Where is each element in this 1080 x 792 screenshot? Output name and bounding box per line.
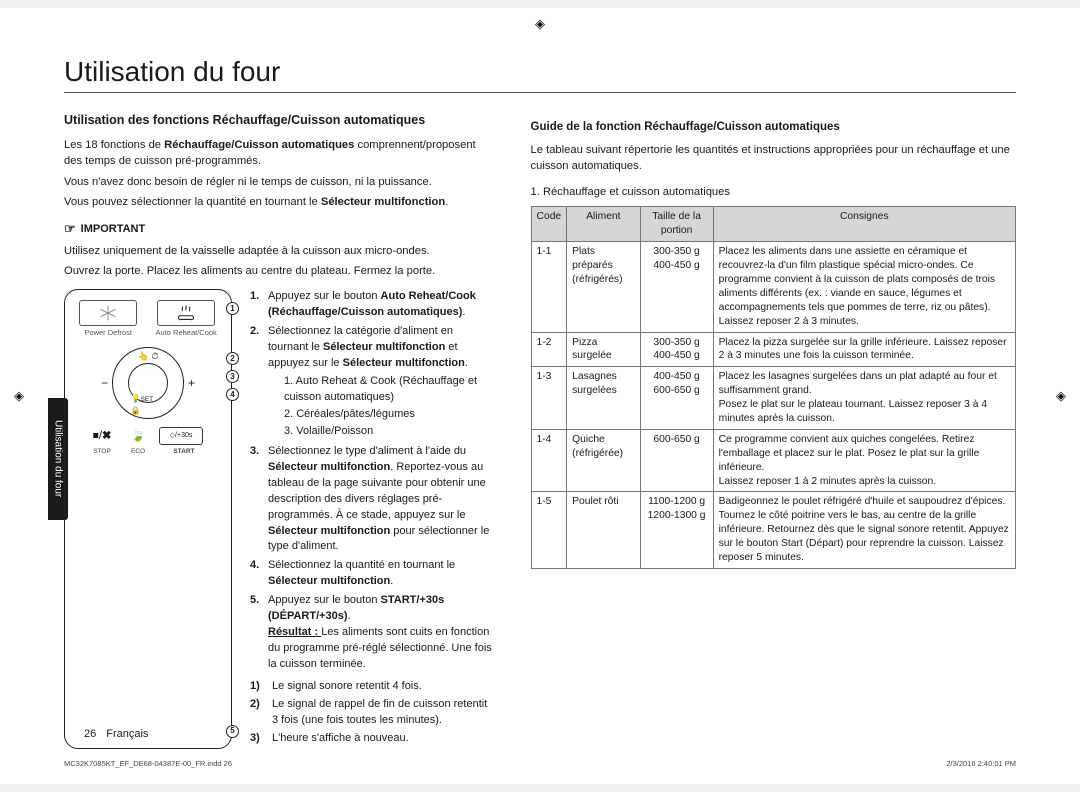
step-1: 1. Appuyez sur le bouton Auto Reheat/Coo… bbox=[250, 289, 495, 321]
snowflake-icon bbox=[97, 304, 119, 322]
intro-p1: Les 18 fonctions de Réchauffage/Cuisson … bbox=[64, 137, 495, 169]
important-heading: ☞ IMPORTANT bbox=[64, 220, 495, 239]
crop-mark-top: ◈ bbox=[535, 16, 545, 32]
result-list: 1)Le signal sonore retentit 4 fois. 2)Le… bbox=[250, 679, 495, 747]
table-row: 1-5Poulet rôti1100-1200 g1200-1300 gBadi… bbox=[531, 492, 1015, 568]
step-3: 3. Sélectionnez le type d'aliment à l'ai… bbox=[250, 444, 495, 556]
hand-icon: ☞ bbox=[64, 220, 76, 239]
left-heading: Utilisation des fonctions Réchauffage/Cu… bbox=[64, 111, 495, 129]
multifunction-dial: − 👆 ⏱ 💡SET 🔒 + bbox=[73, 347, 223, 419]
stop-icon: ⏹/✖ bbox=[87, 427, 117, 444]
right-heading: Guide de la fonction Réchauffage/Cuisson… bbox=[531, 119, 1016, 136]
callout-2: 2 bbox=[226, 352, 239, 365]
important-p1: Utilisez uniquement de la vaisselle adap… bbox=[64, 243, 495, 259]
minus-icon: − bbox=[101, 375, 108, 392]
th-portion: Taille de la portion bbox=[640, 207, 713, 242]
table-row: 1-4Quiche (réfrigérée)600-650 gCe progra… bbox=[531, 429, 1015, 492]
mode-auto-reheat: Auto Reheat/Cook bbox=[156, 300, 217, 339]
content-columns: Utilisation des fonctions Réchauffage/Cu… bbox=[64, 111, 1016, 749]
steam-dish-icon bbox=[175, 304, 197, 322]
th-code: Code bbox=[531, 207, 567, 242]
th-instr: Consignes bbox=[713, 207, 1015, 242]
right-column: Guide de la fonction Réchauffage/Cuisson… bbox=[531, 111, 1016, 749]
start-button: ◇/+30s START bbox=[159, 427, 209, 457]
left-column: Utilisation des fonctions Réchauffage/Cu… bbox=[64, 111, 495, 749]
intro-p3: Vous pouvez sélectionner la quantité en … bbox=[64, 194, 495, 210]
step-list: 1. Appuyez sur le bouton Auto Reheat/Coo… bbox=[250, 289, 495, 748]
table-title: 1. Réchauffage et cuisson automatiques bbox=[531, 184, 1016, 200]
eco-button: 🍃 ECO bbox=[123, 427, 153, 457]
page-title: Utilisation du four bbox=[64, 56, 1016, 93]
table-row: 1-3Lasagnes surgelées400-450 g600-650 gP… bbox=[531, 367, 1015, 430]
table-row: 1-1Plats préparés (réfrigérés)300-350 g4… bbox=[531, 242, 1015, 332]
intro-p2: Vous n'avez donc besoin de régler ni le … bbox=[64, 174, 495, 190]
step-4: 4. Sélectionnez la quantité en tournant … bbox=[250, 558, 495, 590]
mode-power-defrost: Power Defrost bbox=[79, 300, 137, 339]
control-panel-diagram: 1 2 3 4 5 Power Defrost Auto Reheat/Cook bbox=[64, 289, 232, 748]
print-meta: MC32K7085KT_EF_DE68-04387E-00_FR.indd 26… bbox=[64, 759, 1016, 768]
plus-icon: + bbox=[188, 375, 195, 392]
leaf-icon: 🍃 bbox=[123, 427, 153, 444]
callout-4: 4 bbox=[226, 388, 239, 401]
manual-page: ◈ ◈ ◈ Utilisation du four Utilisation du… bbox=[0, 8, 1080, 784]
crop-mark-right: ◈ bbox=[1056, 388, 1066, 404]
table-row: 1-2Pizza surgelée300-350 g400-450 gPlace… bbox=[531, 332, 1015, 367]
callout-5: 5 bbox=[226, 725, 239, 738]
th-food: Aliment bbox=[567, 207, 640, 242]
right-intro: Le tableau suivant répertorie les quanti… bbox=[531, 142, 1016, 174]
callout-1: 1 bbox=[226, 302, 239, 315]
guide-table: Code Aliment Taille de la portion Consig… bbox=[531, 206, 1016, 568]
play-icon: ◇ bbox=[170, 431, 175, 441]
step-5: 5. Appuyez sur le bouton START/+30s (DÉP… bbox=[250, 593, 495, 673]
crop-mark-left: ◈ bbox=[14, 388, 24, 404]
callout-3: 3 bbox=[226, 370, 239, 383]
important-p2: Ouvrez la porte. Placez les aliments au … bbox=[64, 263, 495, 279]
stop-button: ⏹/✖ STOP bbox=[87, 427, 117, 457]
step-2: 2. Sélectionnez la catégorie d'aliment e… bbox=[250, 324, 495, 441]
bottom-controls: ⏹/✖ STOP 🍃 ECO ◇/+30s START bbox=[73, 427, 223, 457]
page-footer: 26Français bbox=[84, 728, 148, 740]
